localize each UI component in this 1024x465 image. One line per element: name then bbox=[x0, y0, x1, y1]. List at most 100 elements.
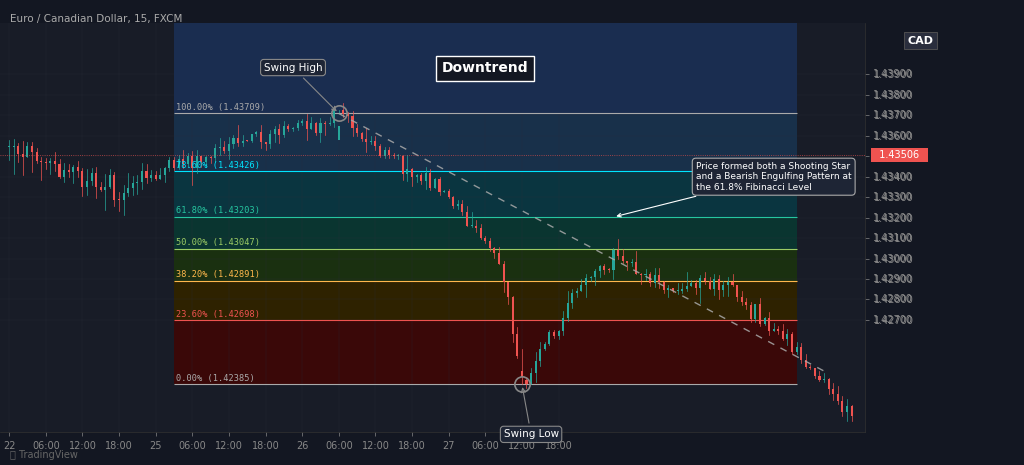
Bar bbox=[768, 318, 770, 331]
Bar bbox=[22, 154, 24, 157]
Bar bbox=[571, 293, 573, 303]
Text: Price formed both a Shooting Star
and a Bearish Engulfing Pattern at
the 61.8% F: Price formed both a Shooting Star and a … bbox=[617, 162, 852, 217]
Bar bbox=[736, 285, 738, 297]
Bar bbox=[851, 405, 853, 416]
Bar bbox=[525, 379, 527, 384]
Bar bbox=[164, 168, 166, 175]
Text: 1.43300: 1.43300 bbox=[873, 192, 913, 202]
Bar bbox=[635, 262, 637, 273]
Bar bbox=[800, 347, 802, 360]
Bar bbox=[90, 173, 92, 181]
Bar bbox=[292, 128, 294, 129]
Text: Swing High: Swing High bbox=[264, 63, 336, 111]
Bar bbox=[379, 146, 381, 156]
Bar bbox=[174, 23, 797, 113]
Bar bbox=[681, 289, 683, 291]
Bar bbox=[319, 123, 322, 133]
Text: 61.80% (1.43203): 61.80% (1.43203) bbox=[176, 206, 260, 215]
Bar bbox=[553, 332, 555, 336]
Bar bbox=[507, 282, 509, 297]
Bar bbox=[31, 146, 33, 152]
Bar bbox=[668, 288, 670, 290]
Bar bbox=[351, 117, 353, 128]
Bar bbox=[557, 332, 559, 336]
Bar bbox=[709, 280, 711, 289]
Bar bbox=[782, 331, 784, 339]
Bar bbox=[516, 334, 518, 356]
Bar bbox=[447, 191, 450, 197]
Bar bbox=[269, 134, 271, 144]
Bar bbox=[809, 367, 811, 368]
Bar bbox=[384, 150, 386, 156]
Bar bbox=[77, 167, 79, 171]
Bar bbox=[279, 129, 281, 135]
Bar bbox=[457, 205, 459, 206]
Bar bbox=[182, 159, 184, 164]
Bar bbox=[544, 344, 546, 350]
Bar bbox=[677, 290, 679, 291]
Bar bbox=[273, 129, 275, 134]
Bar bbox=[653, 275, 655, 283]
Bar bbox=[731, 282, 733, 285]
Text: 🔼 TradingView: 🔼 TradingView bbox=[10, 450, 78, 460]
Bar bbox=[727, 282, 729, 285]
Bar bbox=[837, 394, 839, 401]
Bar bbox=[228, 144, 230, 151]
Text: 1.43800: 1.43800 bbox=[873, 90, 913, 100]
Bar bbox=[17, 146, 19, 154]
Bar bbox=[201, 156, 203, 161]
Bar bbox=[392, 155, 395, 156]
Bar bbox=[329, 123, 331, 124]
Bar bbox=[375, 141, 377, 146]
Bar bbox=[488, 240, 490, 248]
Bar bbox=[434, 179, 436, 187]
Bar bbox=[360, 133, 362, 139]
Bar bbox=[63, 170, 66, 177]
Bar bbox=[530, 373, 532, 384]
Bar bbox=[581, 285, 583, 291]
Bar bbox=[297, 123, 299, 128]
Bar bbox=[617, 250, 620, 256]
Bar bbox=[695, 284, 697, 288]
Bar bbox=[649, 274, 651, 283]
Bar bbox=[475, 226, 477, 228]
Bar bbox=[690, 284, 692, 286]
Bar bbox=[672, 288, 674, 291]
Text: 1.43000: 1.43000 bbox=[873, 253, 913, 264]
Bar bbox=[174, 172, 797, 217]
Bar bbox=[566, 303, 568, 318]
Bar bbox=[416, 174, 418, 177]
Bar bbox=[210, 157, 212, 158]
Bar bbox=[338, 126, 340, 140]
Bar bbox=[141, 171, 143, 182]
Bar bbox=[255, 132, 257, 134]
Bar bbox=[333, 109, 335, 123]
Bar bbox=[686, 286, 688, 289]
Bar bbox=[45, 161, 47, 163]
Text: 38.20% (1.42891): 38.20% (1.42891) bbox=[176, 270, 260, 279]
Bar bbox=[397, 155, 399, 156]
Bar bbox=[223, 146, 225, 151]
Bar bbox=[191, 156, 194, 168]
Bar bbox=[411, 168, 413, 177]
Bar bbox=[104, 187, 106, 190]
Bar bbox=[842, 401, 844, 412]
Text: CAD: CAD bbox=[908, 35, 934, 46]
Bar bbox=[705, 278, 707, 280]
Bar bbox=[420, 174, 422, 181]
Bar bbox=[773, 329, 775, 331]
Bar bbox=[145, 171, 147, 178]
Text: 1.43500: 1.43500 bbox=[873, 151, 913, 161]
Bar bbox=[640, 273, 642, 275]
Bar bbox=[109, 175, 111, 187]
Bar bbox=[644, 274, 646, 275]
Bar bbox=[8, 146, 10, 147]
Bar bbox=[608, 269, 610, 270]
Bar bbox=[791, 334, 793, 352]
Bar bbox=[585, 279, 587, 285]
Bar bbox=[823, 379, 825, 380]
Text: 1.43900: 1.43900 bbox=[873, 69, 913, 80]
Text: Downtrend: Downtrend bbox=[442, 61, 528, 75]
Text: 1.42800: 1.42800 bbox=[873, 294, 913, 305]
Bar bbox=[127, 188, 129, 193]
